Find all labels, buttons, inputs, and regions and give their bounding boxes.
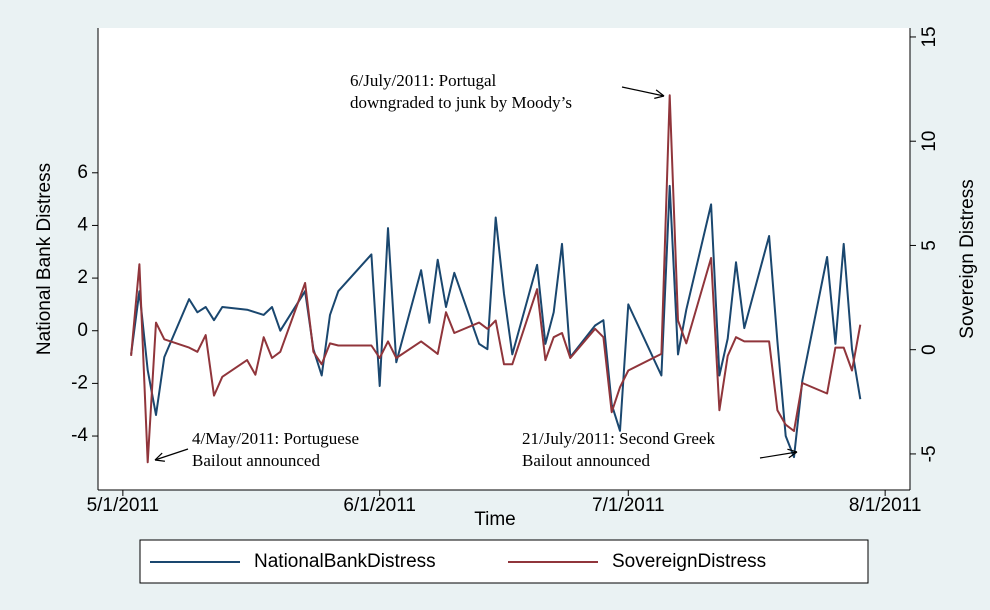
- y2-tick-label: 15: [919, 26, 940, 47]
- x-tick-label: 6/1/2011: [343, 495, 416, 516]
- annotation-arrow: [154, 448, 189, 461]
- x-tick-label: 5/1/2011: [87, 495, 160, 516]
- annotation-arrow: [759, 451, 798, 459]
- annotation-text: 21/July/2011: Second Greek: [522, 429, 715, 448]
- y-tick-label: 2: [77, 267, 88, 288]
- annotation-text: downgraded to junk by Moody’s: [350, 93, 572, 112]
- y2-tick-label: 5: [919, 240, 940, 251]
- arrow-head: [787, 448, 798, 453]
- y-axis-title: National Bank Distress: [34, 163, 55, 355]
- arrow-head: [655, 89, 665, 97]
- y-tick-label: -4: [71, 425, 88, 446]
- x-tick-label: 7/1/2011: [592, 495, 665, 516]
- y-tick-label: 0: [77, 320, 88, 341]
- y-tick-label: 4: [77, 214, 88, 235]
- y2-tick-label: 0: [919, 344, 940, 355]
- annotation-text: Bailout announced: [522, 451, 650, 470]
- annotation-text: 4/May/2011: Portuguese: [192, 429, 359, 448]
- series-line: [130, 94, 862, 464]
- annotation-text: Bailout announced: [192, 451, 320, 470]
- y-tick-label: -2: [71, 372, 88, 393]
- legend-label: SovereignDistress: [612, 551, 766, 572]
- arrow-head: [154, 459, 165, 462]
- arrow-head: [154, 452, 163, 461]
- legend: [139, 539, 869, 584]
- arrow-head: [654, 95, 665, 99]
- legend-label: NationalBankDistress: [254, 551, 436, 572]
- arrow-head: [788, 451, 798, 459]
- y2-tick-label: 10: [919, 131, 940, 152]
- annotation-text: 6/July/2011: Portugal: [350, 71, 497, 90]
- y2-tick-label: -5: [919, 445, 940, 462]
- y-tick-label: 6: [77, 162, 88, 183]
- y2-axis-title: Sovereign Distress: [957, 179, 978, 338]
- annotation-arrow: [621, 86, 665, 97]
- series-line: [130, 184, 862, 459]
- x-axis-title: Time: [474, 509, 516, 530]
- plot-area: [98, 28, 910, 490]
- x-tick-label: 8/1/2011: [849, 495, 922, 516]
